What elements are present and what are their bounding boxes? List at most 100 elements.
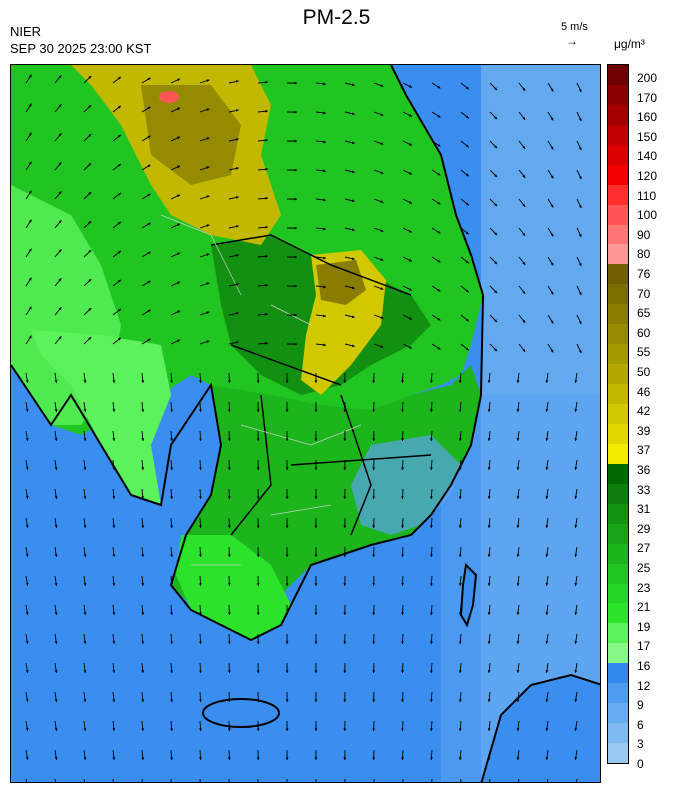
wind-arrowhead — [487, 612, 491, 615]
wind-arrowhead — [25, 583, 29, 586]
colorbar-segment — [608, 743, 628, 764]
wind-arrowhead — [235, 109, 239, 112]
wind-arrow — [25, 778, 27, 782]
colorbar-segment — [608, 144, 628, 166]
colorbar-segment — [608, 324, 628, 345]
wind-arrowhead — [112, 438, 116, 441]
colorbar-tick-label: 42 — [637, 404, 651, 419]
wind-arrowhead — [574, 467, 578, 470]
wind-arrowhead — [256, 554, 260, 557]
colorbar-segment — [608, 204, 628, 226]
wind-arrowhead — [372, 728, 376, 731]
wind-arrow — [431, 778, 433, 782]
wind-arrowhead — [522, 116, 526, 120]
wind-arrowhead — [516, 525, 520, 528]
wind-arrowhead — [351, 199, 355, 203]
wind-arrowhead — [578, 292, 582, 296]
wind-arrowhead — [494, 261, 498, 265]
wind-arrowhead — [256, 380, 260, 383]
wind-arrowhead — [88, 279, 92, 282]
wind-arrowhead — [430, 641, 433, 644]
wind-arrowhead — [574, 554, 578, 557]
wind-arrowhead — [458, 583, 462, 586]
wind-arrowhead — [351, 141, 355, 145]
colorbar-tick-label: 23 — [637, 580, 651, 595]
wind-arrowhead — [141, 583, 145, 586]
wind-arrowhead — [465, 347, 469, 351]
wind-arrowhead — [88, 76, 92, 79]
wind-arrowhead — [141, 757, 145, 760]
colorbar-segment — [608, 344, 628, 365]
wind-arrowhead — [141, 409, 145, 412]
wind-arrowhead — [401, 699, 405, 702]
wind-arrowhead — [458, 467, 462, 470]
wind-arrowhead — [516, 699, 520, 702]
wind-arrowhead — [265, 341, 268, 345]
colorbar-segment — [608, 423, 628, 445]
pm25-map — [11, 65, 600, 782]
wind-arrowhead — [522, 290, 526, 294]
wind-arrowhead — [458, 496, 462, 499]
wind-arrowhead — [285, 583, 289, 586]
wind-arrowhead — [314, 641, 318, 644]
wind-arrowhead — [177, 310, 181, 314]
wind-arrowhead — [430, 728, 433, 731]
wind-arrowhead — [88, 250, 92, 253]
wind-arrowhead — [235, 283, 239, 286]
wind-arrowhead — [199, 409, 202, 412]
wind-arrowhead — [256, 409, 260, 412]
wind-arrowhead — [294, 342, 297, 346]
wind-arrowhead — [323, 343, 326, 347]
wind-arrowhead — [54, 496, 58, 499]
wind-arrowhead — [343, 612, 347, 615]
wind-arrow — [112, 778, 114, 782]
wind-arrowhead — [351, 315, 355, 319]
colorbar-tick-label: 110 — [637, 188, 657, 203]
wind-arrowhead — [343, 554, 347, 557]
wind-arrowhead — [550, 204, 554, 208]
wind-arrowhead — [458, 641, 462, 644]
wind-arrowhead — [343, 670, 347, 673]
wind-arrowhead — [25, 728, 29, 731]
wind-arrowhead — [574, 728, 578, 731]
wind-arrowhead — [545, 612, 549, 615]
wind-arrowhead — [401, 583, 405, 586]
wind-arrowhead — [522, 348, 526, 352]
wind-arrowhead — [380, 171, 384, 174]
wind-arrowhead — [170, 583, 174, 586]
wind-arrowhead — [578, 350, 582, 354]
wind-arrowhead — [170, 409, 174, 412]
wind-arrowhead — [314, 467, 318, 470]
wind-arrowhead — [550, 146, 554, 150]
wind-arrowhead — [343, 467, 347, 470]
wind-arrowhead — [522, 261, 526, 265]
wind-arrowhead — [285, 438, 289, 441]
wind-arrowhead — [112, 525, 116, 528]
wind-arrowhead — [285, 757, 289, 760]
wind-arrowhead — [147, 164, 151, 168]
wind-arrowhead — [54, 641, 58, 644]
wind-arrowhead — [487, 380, 491, 383]
wind-arrowhead — [516, 496, 520, 499]
coastline — [11, 65, 485, 642]
wind-arrowhead — [343, 641, 347, 644]
wind-arrowhead — [550, 88, 554, 92]
wind-arrowhead — [487, 496, 491, 499]
wind-arrowhead — [117, 279, 121, 283]
wind-arrowhead — [199, 670, 202, 673]
wind-arrowhead — [487, 728, 491, 731]
wind-arrowhead — [25, 554, 29, 557]
wind-arrowhead — [227, 728, 231, 731]
wind-arrowhead — [380, 142, 384, 145]
wind-arrowhead — [294, 226, 297, 230]
colorbar-tick-label: 170 — [637, 90, 658, 105]
wind-arrowhead — [550, 349, 554, 353]
wind-arrowhead — [25, 438, 29, 441]
wind-arrowhead — [294, 168, 297, 172]
wind-arrowhead — [117, 163, 121, 167]
wind-reference-label: 5 m/s — [561, 21, 588, 33]
wind-arrowhead — [54, 380, 58, 383]
wind-arrow — [141, 778, 143, 782]
colorbar-segment — [608, 264, 628, 285]
colorbar-segment — [608, 124, 628, 146]
